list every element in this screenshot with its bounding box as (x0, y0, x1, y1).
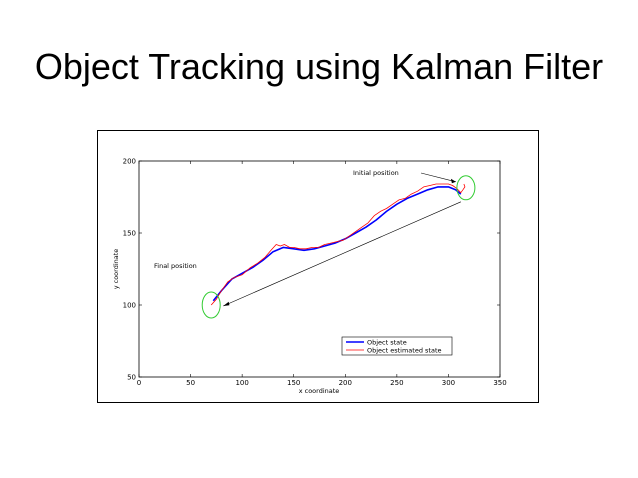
x-tick-label: 100 (235, 379, 248, 387)
annotation-layer: Initial position Final position (154, 169, 476, 319)
initial-position-label: Initial position (353, 169, 399, 177)
y-tick-label: 50 (127, 374, 136, 382)
x-tick-label: 300 (442, 379, 455, 387)
x-tick-label: 0 (137, 379, 141, 387)
x-axis-label: x coordinate (299, 387, 340, 395)
legend-box (341, 336, 453, 356)
legend-label-object-state: Object state (367, 339, 407, 347)
initial-arrowhead (450, 178, 456, 184)
y-tick-label: 150 (123, 230, 136, 238)
x-tick-label: 350 (493, 379, 506, 387)
trajectory-arrowhead (223, 301, 230, 306)
trajectory-arrow (223, 201, 462, 307)
series-line-estimated-state (210, 183, 466, 306)
x-tick-label: 50 (186, 379, 195, 387)
y-tick-label: 100 (123, 302, 136, 310)
initial-position-arrow (420, 172, 456, 183)
slide-title: Object Tracking using Kalman Filter (34, 46, 604, 87)
final-position-label: Final position (154, 262, 197, 270)
series-layer (210, 183, 466, 306)
legend: Object state Object estimated state (341, 336, 453, 356)
y-axis-label: y coordinate (112, 249, 120, 290)
y-tick-label: 200 (123, 158, 136, 166)
x-tick-label: 200 (339, 379, 352, 387)
chart-frame: 0 50 100 150 200 250 300 350 50 100 150 200 Initial… (97, 130, 539, 403)
x-tick-label: 150 (287, 379, 300, 387)
legend-label-estimated-state: Object estimated state (367, 347, 442, 355)
initial-position-circle (456, 175, 476, 201)
final-position-circle (201, 291, 221, 319)
x-tick-label: 250 (390, 379, 403, 387)
